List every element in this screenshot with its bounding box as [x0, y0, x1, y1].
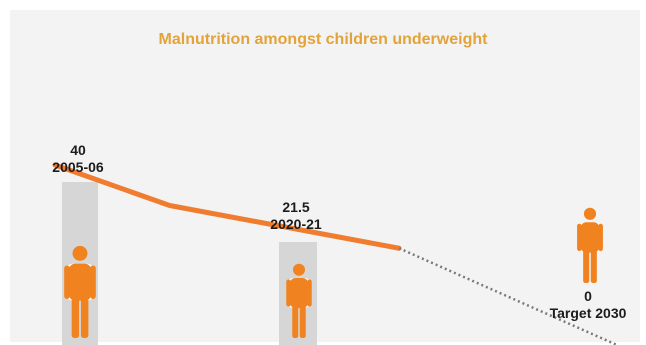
child-torso: [580, 222, 600, 253]
chart-card: [10, 10, 640, 342]
child-arm: [598, 223, 603, 252]
child-figure-icon: [286, 263, 312, 338]
child-head: [583, 207, 597, 220]
child-leg: [590, 249, 597, 283]
chart-title: Malnutrition amongst children underweigh…: [158, 31, 488, 48]
data-label-value: 0: [584, 288, 592, 304]
child-figure-icon: [577, 207, 603, 283]
child-arm: [577, 223, 582, 252]
data-label-value: 40: [70, 142, 86, 158]
data-label-period: 2005-06: [52, 159, 104, 175]
data-label-2020-21: 21.5 2020-21: [270, 199, 321, 233]
data-label-value: 21.5: [282, 199, 310, 215]
data-label-period: 2020-21: [270, 216, 322, 232]
child-head: [293, 263, 305, 276]
data-label-target-2030: 0 Target 2030: [550, 288, 627, 322]
child-arm: [64, 265, 70, 299]
child-torso: [68, 263, 92, 301]
child-leg: [299, 305, 306, 338]
child-arm: [307, 279, 312, 307]
child-leg: [583, 249, 590, 283]
data-label-2005-06: 40 2005-06: [52, 142, 103, 176]
milestone-column: [62, 182, 98, 345]
child-torso: [290, 278, 308, 308]
child-arm: [286, 279, 291, 307]
child-head: [72, 245, 88, 261]
child-leg: [80, 297, 89, 338]
child-leg: [71, 297, 80, 338]
trend-line: [52, 162, 402, 251]
child-figure-icon: [64, 245, 96, 338]
child-arm: [90, 265, 96, 299]
data-label-period: Target 2030: [549, 305, 627, 321]
child-leg: [292, 305, 299, 338]
